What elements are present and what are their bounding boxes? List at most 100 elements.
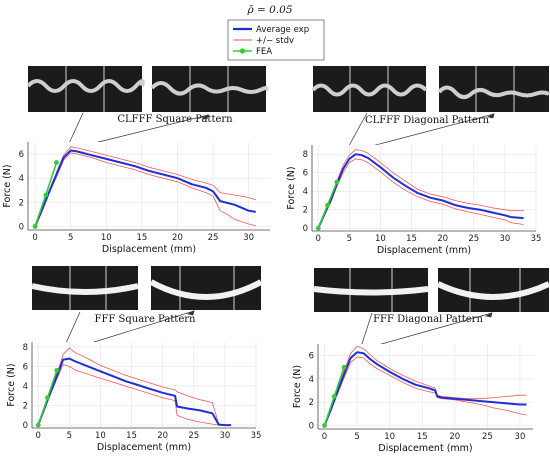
x-tick-label: 20 — [172, 233, 183, 243]
chart-fff-square: 0 5 10 15 20 25 30 35 0 2 4 6 8 Displacement (mm) Forc… — [6, 342, 261, 453]
fea-point — [32, 223, 38, 229]
y-tick-label: 0 — [309, 422, 314, 432]
photo-fff-square-2 — [149, 266, 263, 310]
y-tick-label: 0 — [19, 222, 24, 232]
series-line-stdv-2 — [324, 356, 527, 426]
x-axis-label: Displacement (mm) — [377, 245, 471, 256]
y-tick-label: 6 — [309, 352, 314, 362]
y-tick-label: 4 — [19, 174, 24, 184]
y-tick-label: 6 — [303, 169, 308, 179]
y-tick-label: 0 — [23, 421, 28, 431]
y-tick-label: 4 — [23, 382, 28, 392]
panel-title-fff-diagonal: FFF Diagonal Pattern — [373, 314, 483, 325]
x-tick-label: 35 — [251, 431, 262, 441]
panel-title-fff-square: FFF Square Pattern — [95, 314, 197, 325]
photo-clfff-square-1 — [26, 66, 145, 112]
chart-fff-diagonal: 0 5 10 15 20 25 30 0 2 4 6 Displacement (mm) Force (… — [292, 344, 533, 454]
x-tick-label: 20 — [449, 432, 460, 442]
photo-fff-diagonal-2 — [436, 268, 550, 312]
y-tick-label: 4 — [309, 375, 314, 385]
chart-clfff-square: 0 5 10 15 20 25 30 0 2 4 6 Displacement (mm) Force (… — [2, 142, 270, 255]
photo-fff-square-1 — [31, 266, 139, 310]
fea-point — [341, 364, 347, 370]
fea-point — [54, 160, 59, 165]
plot-area — [28, 142, 270, 230]
y-tick-label: 8 — [23, 343, 28, 353]
x-axis-label: Displacement (mm) — [97, 442, 191, 453]
x-tick-label: 0 — [32, 233, 37, 243]
fea-point — [331, 393, 337, 399]
x-tick-label: 10 — [101, 233, 112, 243]
series-line-stdv-1 — [37, 347, 232, 426]
series-line-stdv-2 — [37, 364, 232, 426]
x-tick-label: 5 — [67, 431, 72, 441]
y-axis-label: Force (N) — [6, 363, 17, 406]
x-tick-label: 20 — [157, 431, 168, 441]
y-tick-label: 2 — [23, 402, 28, 412]
fea-point — [325, 202, 330, 208]
photo-clfff-diagonal-2 — [437, 66, 550, 112]
photo-clfff-diagonal-1 — [311, 66, 428, 112]
series-line-stdv-1 — [317, 149, 524, 229]
x-tick-label: 10 — [95, 431, 106, 441]
x-tick-label: 20 — [437, 234, 448, 244]
panel-title-clfff-diagonal: CLFFF Diagonal Pattern — [365, 115, 490, 126]
plot-area — [32, 342, 256, 428]
y-axis-label: Force (N) — [2, 164, 13, 207]
photo-fff-diagonal-1 — [313, 268, 429, 312]
x-tick-label: 25 — [208, 233, 219, 243]
series-line-average-exp-0 — [323, 351, 527, 426]
x-tick-label: 5 — [68, 233, 73, 243]
x-tick-label: 35 — [531, 234, 542, 244]
x-tick-label: 25 — [482, 432, 493, 442]
x-tick-label: 25 — [468, 234, 479, 244]
series-line-average-exp-0 — [317, 153, 524, 229]
x-tick-label: 15 — [417, 432, 428, 442]
x-tick-label: 15 — [126, 431, 137, 441]
x-tick-label: 25 — [188, 431, 199, 441]
series-line-average-exp-0 — [37, 357, 232, 427]
series-line-average-exp-0 — [34, 149, 256, 227]
x-tick-label: 30 — [219, 431, 230, 441]
fea-point — [54, 367, 60, 373]
legend-fea-label: FEA — [256, 47, 272, 57]
fea-point — [334, 179, 340, 185]
legend: Average exp +/− stdv FEA — [227, 19, 325, 61]
x-tick-label: 10 — [375, 234, 386, 244]
legend-fea-marker — [239, 48, 246, 54]
x-tick-label: 5 — [347, 234, 352, 244]
y-tick-label: 2 — [309, 398, 314, 408]
photo-clfff-square-2 — [150, 66, 269, 112]
x-tick-label: 15 — [406, 234, 417, 244]
x-tick-label: 0 — [36, 431, 41, 441]
x-tick-label: 5 — [354, 432, 359, 442]
series-line-stdv-1 — [324, 345, 527, 426]
fea-point — [322, 423, 327, 428]
fea-point — [315, 225, 321, 231]
y-tick-label: 4 — [303, 187, 308, 197]
legend-average-label: Average exp — [256, 25, 309, 35]
x-axis-label: Displacement (mm) — [102, 244, 196, 255]
y-tick-label: 8 — [303, 150, 308, 160]
panel-title-clfff-square: CLFFF Square Pattern — [117, 114, 233, 125]
plot-area — [312, 145, 536, 231]
y-tick-label: 2 — [303, 206, 308, 216]
x-tick-label: 0 — [316, 234, 321, 244]
x-tick-label: 10 — [384, 432, 395, 442]
y-axis-label: Force (N) — [292, 365, 303, 408]
x-tick-label: 30 — [243, 233, 254, 243]
x-tick-label: 30 — [515, 432, 526, 442]
fea-point — [35, 422, 41, 428]
y-tick-label: 2 — [19, 198, 24, 208]
chart-clfff-diagonal: 0 5 10 15 20 25 30 35 0 2 4 6 8 Displacement (mm) Forc… — [286, 145, 541, 256]
x-tick-label: 30 — [499, 234, 510, 244]
y-tick-label: 6 — [23, 362, 28, 372]
fea-point — [45, 395, 50, 401]
series-line-stdv-2 — [317, 158, 524, 229]
fea-point — [43, 192, 49, 198]
legend-stdv-label: +/− stdv — [256, 36, 294, 46]
x-axis-label: Displacement (mm) — [378, 443, 472, 454]
x-tick-label: 15 — [136, 233, 147, 243]
y-tick-label: 0 — [303, 224, 308, 234]
